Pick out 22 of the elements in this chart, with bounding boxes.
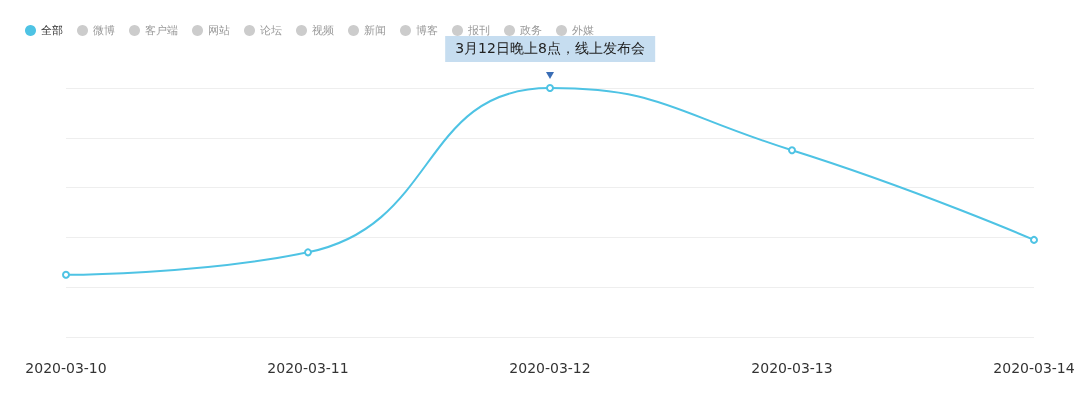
legend-label: 客户端 [145,24,178,37]
x-tick-label: 2020-03-10 [25,360,107,376]
x-tick-label: 2020-03-12 [509,360,591,376]
point [788,146,796,155]
legend-label: 外媒 [572,24,594,37]
point [304,248,312,257]
legend-label: 全部 [41,24,63,37]
point [546,84,554,92]
point [1030,235,1038,244]
legend-label: 网站 [208,24,230,37]
x-tick-label: 2020-03-13 [751,360,833,376]
legend-label: 政务 [520,24,542,37]
point [62,270,70,279]
x-tick-label: 2020-03-11 [267,360,349,376]
annotation: 3月12日晚上8点，线上发布会 [445,36,655,62]
legend-label: 新闻 [364,24,386,37]
legend-label: 报刊 [467,24,490,37]
x-tick-label: 2020-03-14 [993,360,1075,376]
legend-label: 论坛 [260,24,282,37]
legend-label: 视频 [312,24,334,37]
legend-label: 微博 [93,24,115,37]
legend-label: 博客 [416,24,438,37]
